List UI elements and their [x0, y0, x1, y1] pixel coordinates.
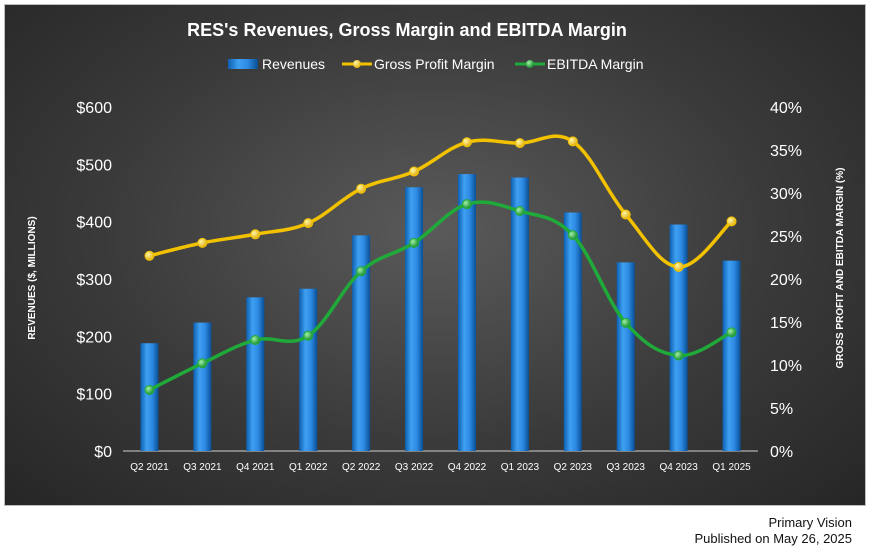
legend-label-gross-profit-margin: Gross Profit Margin — [374, 56, 495, 72]
gross-profit-margin-point — [198, 238, 207, 247]
gross-profit-margin-point — [568, 137, 577, 146]
x-tick-label: Q2 2022 — [342, 462, 381, 473]
x-tick-label: Q3 2022 — [395, 462, 434, 473]
gross-profit-margin-point — [145, 251, 154, 260]
gross-profit-margin-point — [410, 167, 419, 176]
revenue-bar — [617, 262, 635, 451]
gross-profit-margin-point — [674, 262, 683, 271]
x-tick-label: Q2 2021 — [130, 462, 169, 473]
y-right-tick-label: 40% — [770, 100, 802, 117]
legend-item-revenues: Revenues — [228, 56, 325, 72]
legend-item-gross-profit-margin: Gross Profit Margin — [342, 56, 495, 72]
y-right-tick-label: 15% — [770, 315, 802, 332]
gross-profit-margin-point — [357, 184, 366, 193]
y-left-tick-label: $500 — [76, 157, 112, 174]
revenue-bar — [723, 261, 741, 451]
gross-profit-margin-point — [727, 217, 736, 226]
y-axis-right-ticks: 0% 5% 10% 15% 20% 25% 30% 35% 40% — [770, 100, 802, 461]
x-tick-label: Q1 2023 — [501, 462, 540, 473]
revenue-bar — [193, 323, 211, 451]
legend-marker-ebitda-margin — [526, 60, 534, 68]
y-left-tick-label: $400 — [76, 215, 112, 232]
x-tick-label: Q4 2023 — [659, 462, 698, 473]
y-right-tick-label: 35% — [770, 143, 802, 160]
x-tick-label: Q2 2023 — [554, 462, 593, 473]
y-left-tick-label: $100 — [76, 387, 112, 404]
y-left-tick-label: $0 — [94, 444, 112, 461]
revenue-bar — [670, 225, 688, 451]
y-right-tick-label: 20% — [770, 272, 802, 289]
legend-label-revenues: Revenues — [262, 56, 325, 72]
ebitda-margin-point — [251, 336, 260, 345]
revenue-bar — [140, 343, 158, 451]
revenue-bar — [246, 297, 264, 451]
margin-lines — [145, 136, 736, 394]
y-axis-left-ticks: $0 $100 $200 $300 $400 $500 $600 — [76, 100, 112, 461]
ebitda-margin-point — [410, 238, 419, 247]
y-right-tick-label: 0% — [770, 444, 793, 461]
ebitda-margin-line — [149, 202, 731, 390]
y-left-tick-label: $300 — [76, 272, 112, 289]
legend-swatch-revenues — [228, 59, 258, 69]
credit-source: Primary Vision — [694, 515, 852, 531]
x-tick-label: Q1 2025 — [712, 462, 751, 473]
chart-title: RES's Revenues, Gross Margin and EBITDA … — [187, 20, 627, 40]
ebitda-margin-point — [674, 351, 683, 360]
ebitda-margin-point — [304, 331, 313, 340]
x-tick-label: Q3 2023 — [607, 462, 646, 473]
gross-profit-margin-point — [462, 138, 471, 147]
ebitda-margin-point — [145, 385, 154, 394]
gross-profit-margin-point — [251, 230, 260, 239]
ebitda-margin-point — [621, 318, 630, 327]
ebitda-margin-point — [462, 200, 471, 209]
y-right-tick-label: 10% — [770, 358, 802, 375]
y-right-tick-label: 30% — [770, 186, 802, 203]
ebitda-margin-point — [568, 231, 577, 240]
revenue-bar — [405, 187, 423, 451]
ebitda-margin-point — [515, 207, 524, 216]
x-axis-ticks: Q2 2021 Q3 2021 Q4 2021 Q1 2022 Q2 2022 Q3 20… — [130, 462, 751, 473]
x-tick-label: Q1 2022 — [289, 462, 328, 473]
ebitda-margin-point — [357, 267, 366, 276]
y-axis-right-title: GROSS PROFIT AND EBITDA MARGIN (%) — [835, 168, 846, 369]
gross-profit-margin-point — [621, 210, 630, 219]
revenue-bars — [140, 174, 740, 451]
legend: Revenues Gross Profit Margin EBITDA Marg… — [228, 56, 643, 72]
y-left-tick-label: $600 — [76, 100, 112, 117]
y-axis-left-title: REVENUES ($, MILLIONS) — [27, 216, 38, 339]
credit: Primary Vision Published on May 26, 2025 — [694, 515, 852, 547]
revenue-bar — [511, 178, 529, 451]
y-right-tick-label: 5% — [770, 401, 793, 418]
revenue-bar — [458, 174, 476, 451]
y-left-tick-label: $200 — [76, 329, 112, 346]
legend-marker-gross-profit-margin — [353, 60, 361, 68]
credit-published-date: Published on May 26, 2025 — [694, 531, 852, 547]
x-tick-label: Q4 2022 — [448, 462, 487, 473]
revenue-bar — [564, 212, 582, 451]
gross-profit-margin-point — [304, 219, 313, 228]
legend-label-ebitda-margin: EBITDA Margin — [547, 56, 643, 72]
x-tick-label: Q4 2021 — [236, 462, 275, 473]
ebitda-margin-point — [727, 328, 736, 337]
gross-profit-margin-line — [149, 136, 731, 267]
x-tick-label: Q3 2021 — [183, 462, 222, 473]
y-right-tick-label: 25% — [770, 229, 802, 246]
revenue-bar — [299, 289, 317, 451]
chart: RES's Revenues, Gross Margin and EBITDA … — [0, 0, 874, 510]
gross-profit-margin-point — [515, 139, 524, 148]
legend-item-ebitda-margin: EBITDA Margin — [515, 56, 643, 72]
ebitda-margin-point — [198, 359, 207, 368]
